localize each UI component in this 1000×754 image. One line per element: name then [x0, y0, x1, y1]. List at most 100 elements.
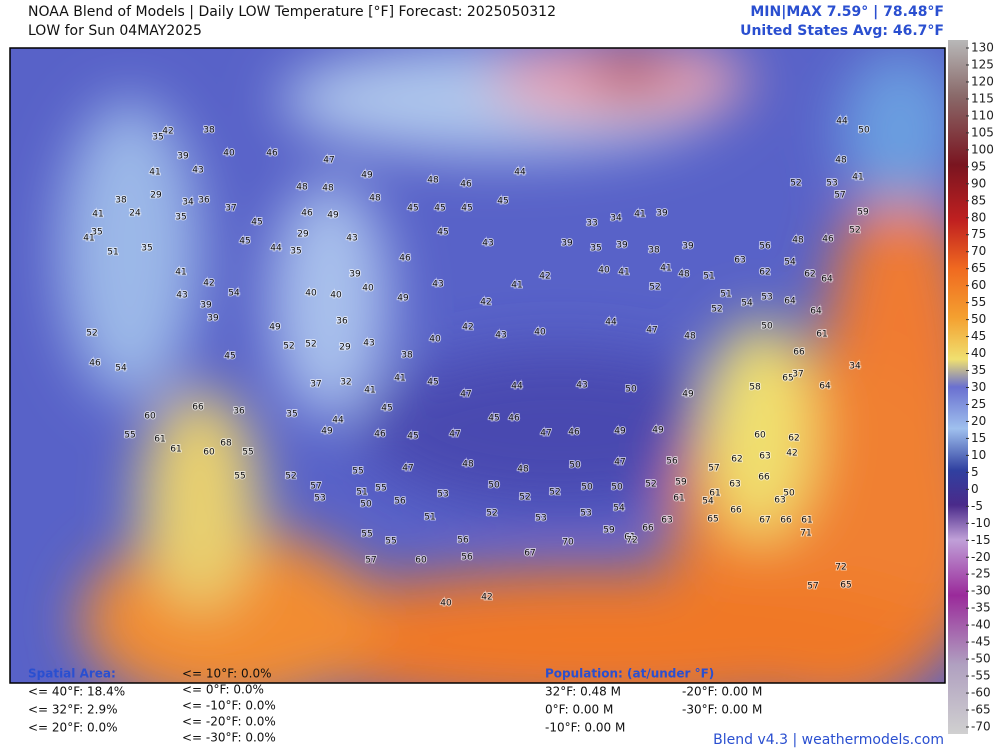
station-value: 40: [429, 335, 441, 345]
colorbar-label: 55: [971, 295, 986, 309]
colorbar-label: 130: [971, 41, 994, 55]
station-value: 46: [399, 254, 411, 264]
station-value: 40: [305, 289, 317, 299]
station-value: 62: [759, 268, 770, 278]
station-value: 35: [91, 228, 102, 238]
station-value: 44: [605, 318, 617, 328]
colorbar-ticks: 1301251201151101051009590858075706560555…: [966, 41, 994, 734]
colorbar-label: 10: [971, 448, 986, 462]
station-value: 44: [836, 117, 848, 127]
spatial-item: <= -20°F: 0.0%: [182, 715, 276, 729]
station-value: 44: [332, 416, 344, 426]
station-value: 54: [784, 258, 796, 268]
station-value: 34: [182, 198, 194, 208]
station-value: 50: [360, 500, 372, 510]
station-value: 43: [576, 381, 587, 391]
colorbar-label: 35: [971, 363, 986, 377]
station-value: 66: [780, 516, 792, 526]
station-value: 57: [365, 556, 376, 566]
colorbar-label: 115: [971, 91, 994, 105]
station-value: 56: [394, 497, 406, 507]
station-value: 52: [283, 342, 294, 352]
station-value: 36: [198, 196, 210, 206]
population-item: -20°F: 0.00 M: [682, 685, 762, 699]
station-value: 63: [729, 480, 740, 490]
average: United States Avg: 46.7°F: [740, 23, 944, 39]
station-value: 58: [749, 383, 761, 393]
station-value: 45: [488, 414, 499, 424]
station-value: 47: [614, 458, 625, 468]
station-value: 63: [774, 496, 785, 506]
station-value: 35: [590, 244, 601, 254]
station-value: 60: [144, 412, 156, 422]
station-value: 52: [649, 283, 660, 293]
station-value: 56: [457, 536, 469, 546]
station-value: 36: [233, 407, 245, 417]
station-value: 53: [314, 494, 325, 504]
station-value: 42: [481, 593, 492, 603]
station-value: 43: [346, 234, 357, 244]
station-value: 62: [788, 434, 799, 444]
station-value: 35: [152, 133, 163, 143]
station-value: 33: [586, 219, 597, 229]
station-value: 65: [707, 515, 718, 525]
station-value: 50: [625, 385, 637, 395]
station-value: 52: [285, 472, 296, 482]
station-value: 40: [330, 291, 342, 301]
station-value: 54: [115, 364, 127, 374]
station-value: 40: [440, 599, 452, 609]
station-value: 39: [682, 242, 694, 252]
colorbar-label: 95: [971, 159, 986, 173]
station-value: 40: [598, 266, 610, 276]
station-value: 59: [857, 208, 869, 218]
colorbar-label: -25: [971, 567, 991, 581]
station-value: 48: [684, 332, 696, 342]
station-value: 50: [581, 483, 593, 493]
colorbar-label: 50: [971, 312, 986, 326]
station-value: 41: [364, 386, 375, 396]
station-value: 45: [407, 432, 418, 442]
colorbar-label: 125: [971, 57, 994, 71]
colorbar-label: 120: [971, 74, 994, 88]
colorbar-label: 75: [971, 227, 986, 241]
station-value: 44: [514, 168, 526, 178]
station-value: 41: [618, 268, 629, 278]
colorbar-label: 100: [971, 142, 994, 156]
station-value: 35: [175, 213, 186, 223]
station-value: 55: [352, 467, 363, 477]
station-value: 64: [810, 307, 822, 317]
station-value: 42: [203, 279, 214, 289]
station-value: 42: [462, 323, 473, 333]
station-value: 48: [462, 460, 474, 470]
station-value: 55: [361, 530, 372, 540]
station-value: 62: [731, 455, 742, 465]
station-value: 50: [569, 461, 581, 471]
station-value: 60: [203, 448, 215, 458]
station-value: 61: [673, 494, 684, 504]
station-value: 45: [381, 404, 392, 414]
station-value: 50: [611, 483, 623, 493]
station-value: 41: [92, 210, 103, 220]
colorbar-label: 25: [971, 397, 986, 411]
station-value: 53: [580, 509, 591, 519]
spatial-item: <= -10°F: 0.0%: [182, 699, 276, 713]
station-value: 61: [624, 533, 635, 543]
station-value: 37: [310, 380, 321, 390]
colorbar-label: -55: [971, 669, 991, 683]
station-value: 61: [154, 435, 165, 445]
station-value: 50: [858, 126, 870, 136]
colorbar-label: -15: [971, 533, 991, 547]
station-value: 49: [327, 211, 339, 221]
colorbar-label: -20: [971, 550, 991, 564]
station-value: 59: [675, 478, 687, 488]
station-value: 62: [804, 270, 815, 280]
station-value: 68: [220, 439, 232, 449]
station-value: 61: [170, 445, 181, 455]
station-value: 42: [786, 449, 797, 459]
station-value: 46: [460, 180, 472, 190]
station-value: 37: [225, 204, 236, 214]
colorbar-label: 20: [971, 414, 986, 428]
colorbar-label: 30: [971, 380, 986, 394]
station-value: 46: [266, 149, 278, 159]
station-value: 57: [708, 464, 719, 474]
